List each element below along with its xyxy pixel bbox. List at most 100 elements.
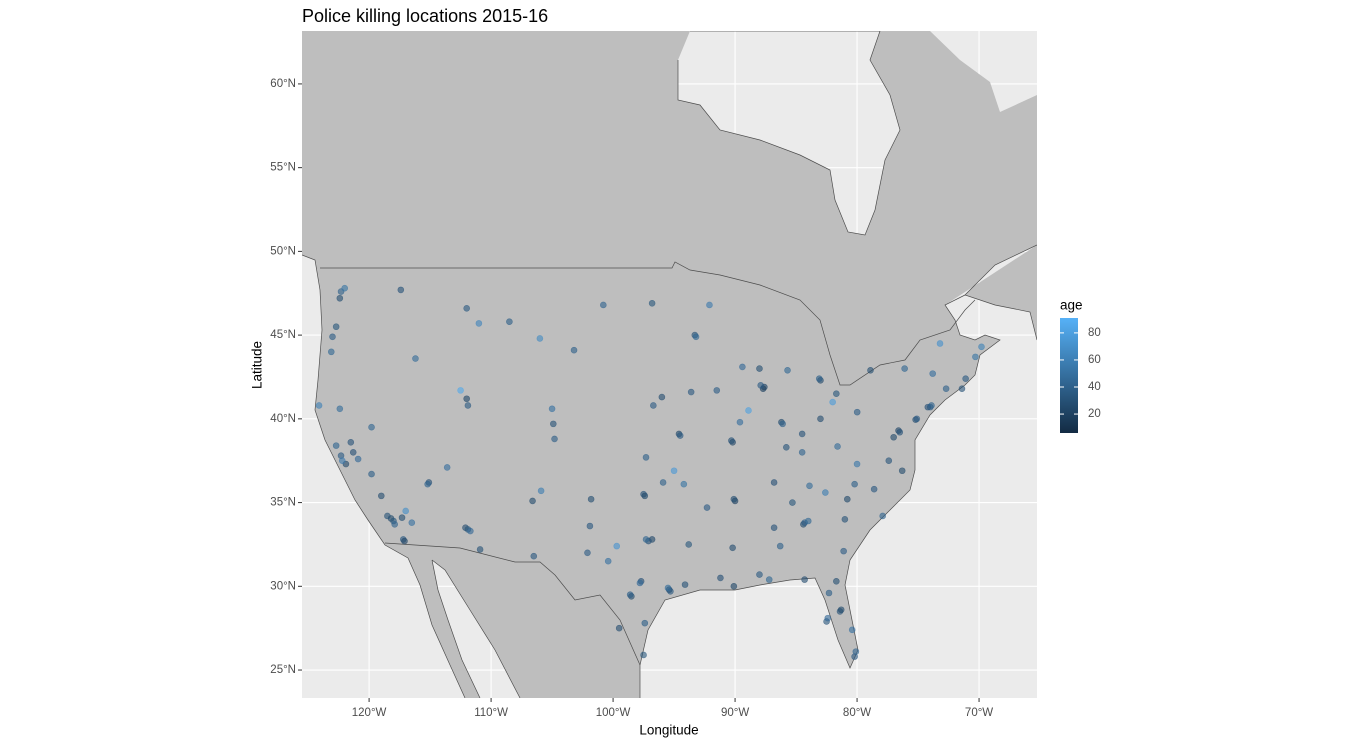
point [776, 542, 784, 550]
legend-tick-label: 40 [1088, 381, 1101, 393]
point [464, 402, 472, 409]
point [349, 449, 357, 456]
point [664, 584, 672, 592]
point [825, 589, 833, 597]
point [936, 340, 944, 347]
point [377, 492, 385, 500]
point [745, 407, 752, 414]
point [706, 301, 713, 309]
point [840, 547, 847, 555]
point [978, 343, 985, 351]
x-axis-title: Longitude [639, 723, 698, 738]
point [636, 579, 644, 587]
point [641, 492, 649, 500]
point [338, 457, 346, 465]
point [913, 415, 921, 423]
point [756, 365, 763, 372]
coast [302, 254, 521, 698]
point [315, 402, 323, 409]
point [368, 423, 375, 431]
point [551, 435, 558, 443]
point [530, 552, 538, 560]
point [402, 507, 409, 515]
point [587, 495, 595, 503]
point [962, 375, 969, 382]
point [783, 444, 790, 451]
point [529, 497, 536, 505]
point [834, 443, 841, 450]
point [833, 390, 840, 398]
point [833, 577, 840, 585]
point [730, 495, 738, 503]
point [942, 385, 950, 392]
point [844, 495, 851, 503]
point [336, 405, 344, 413]
y-tick-label: 25°N [270, 664, 296, 676]
point [756, 571, 763, 578]
x-tick-label: 120°W [352, 707, 387, 719]
point [570, 346, 578, 354]
point [728, 437, 735, 444]
point [457, 387, 464, 394]
point [332, 323, 340, 331]
point [703, 504, 711, 511]
point [685, 541, 693, 548]
point [659, 479, 667, 486]
point [613, 542, 621, 550]
legend-tick-label: 60 [1088, 354, 1101, 366]
point [401, 537, 408, 545]
point [600, 301, 607, 309]
y-tick-label: 50°N [270, 245, 296, 257]
point [879, 512, 886, 520]
point [798, 430, 806, 438]
legend-tick-label: 20 [1088, 408, 1101, 420]
y-tick-label: 30°N [270, 580, 296, 592]
point [463, 305, 470, 312]
border-canada [320, 261, 976, 386]
point [476, 546, 484, 553]
point [680, 480, 688, 488]
point [837, 606, 845, 614]
point [789, 499, 796, 506]
point [885, 457, 893, 465]
point [341, 284, 348, 292]
point [713, 387, 721, 394]
point [730, 583, 738, 590]
y-tick-label: 60°N [270, 78, 296, 90]
point [391, 521, 399, 528]
legend: age 20 40 60 80 [1060, 298, 1101, 433]
point [550, 420, 557, 428]
point [822, 489, 829, 496]
point [640, 651, 647, 659]
point [537, 487, 545, 495]
point [852, 648, 860, 655]
point [870, 485, 878, 493]
point [757, 382, 764, 389]
x-tick-label: 100°W [596, 707, 631, 719]
point [676, 432, 684, 439]
point [354, 455, 362, 463]
border-mexico [384, 542, 641, 666]
point [841, 516, 849, 523]
point [896, 428, 904, 436]
point [670, 467, 678, 475]
point [626, 591, 634, 598]
point [806, 482, 813, 490]
point [848, 626, 856, 634]
point [384, 512, 391, 520]
point [329, 333, 336, 341]
y-tick-label: 35°N [270, 497, 296, 509]
point [765, 576, 773, 583]
point [615, 624, 623, 632]
point [824, 614, 832, 622]
point [463, 395, 470, 403]
point [327, 348, 335, 356]
point [347, 438, 355, 446]
point [867, 366, 874, 374]
y-axis-title: Latitude [250, 341, 265, 389]
point [739, 363, 746, 371]
point [687, 388, 695, 396]
coast [677, 31, 901, 236]
axes: 120°W 110°W 100°W 90°W 80°W 70°W 25°N 30°N 35°N 4… [270, 78, 993, 719]
